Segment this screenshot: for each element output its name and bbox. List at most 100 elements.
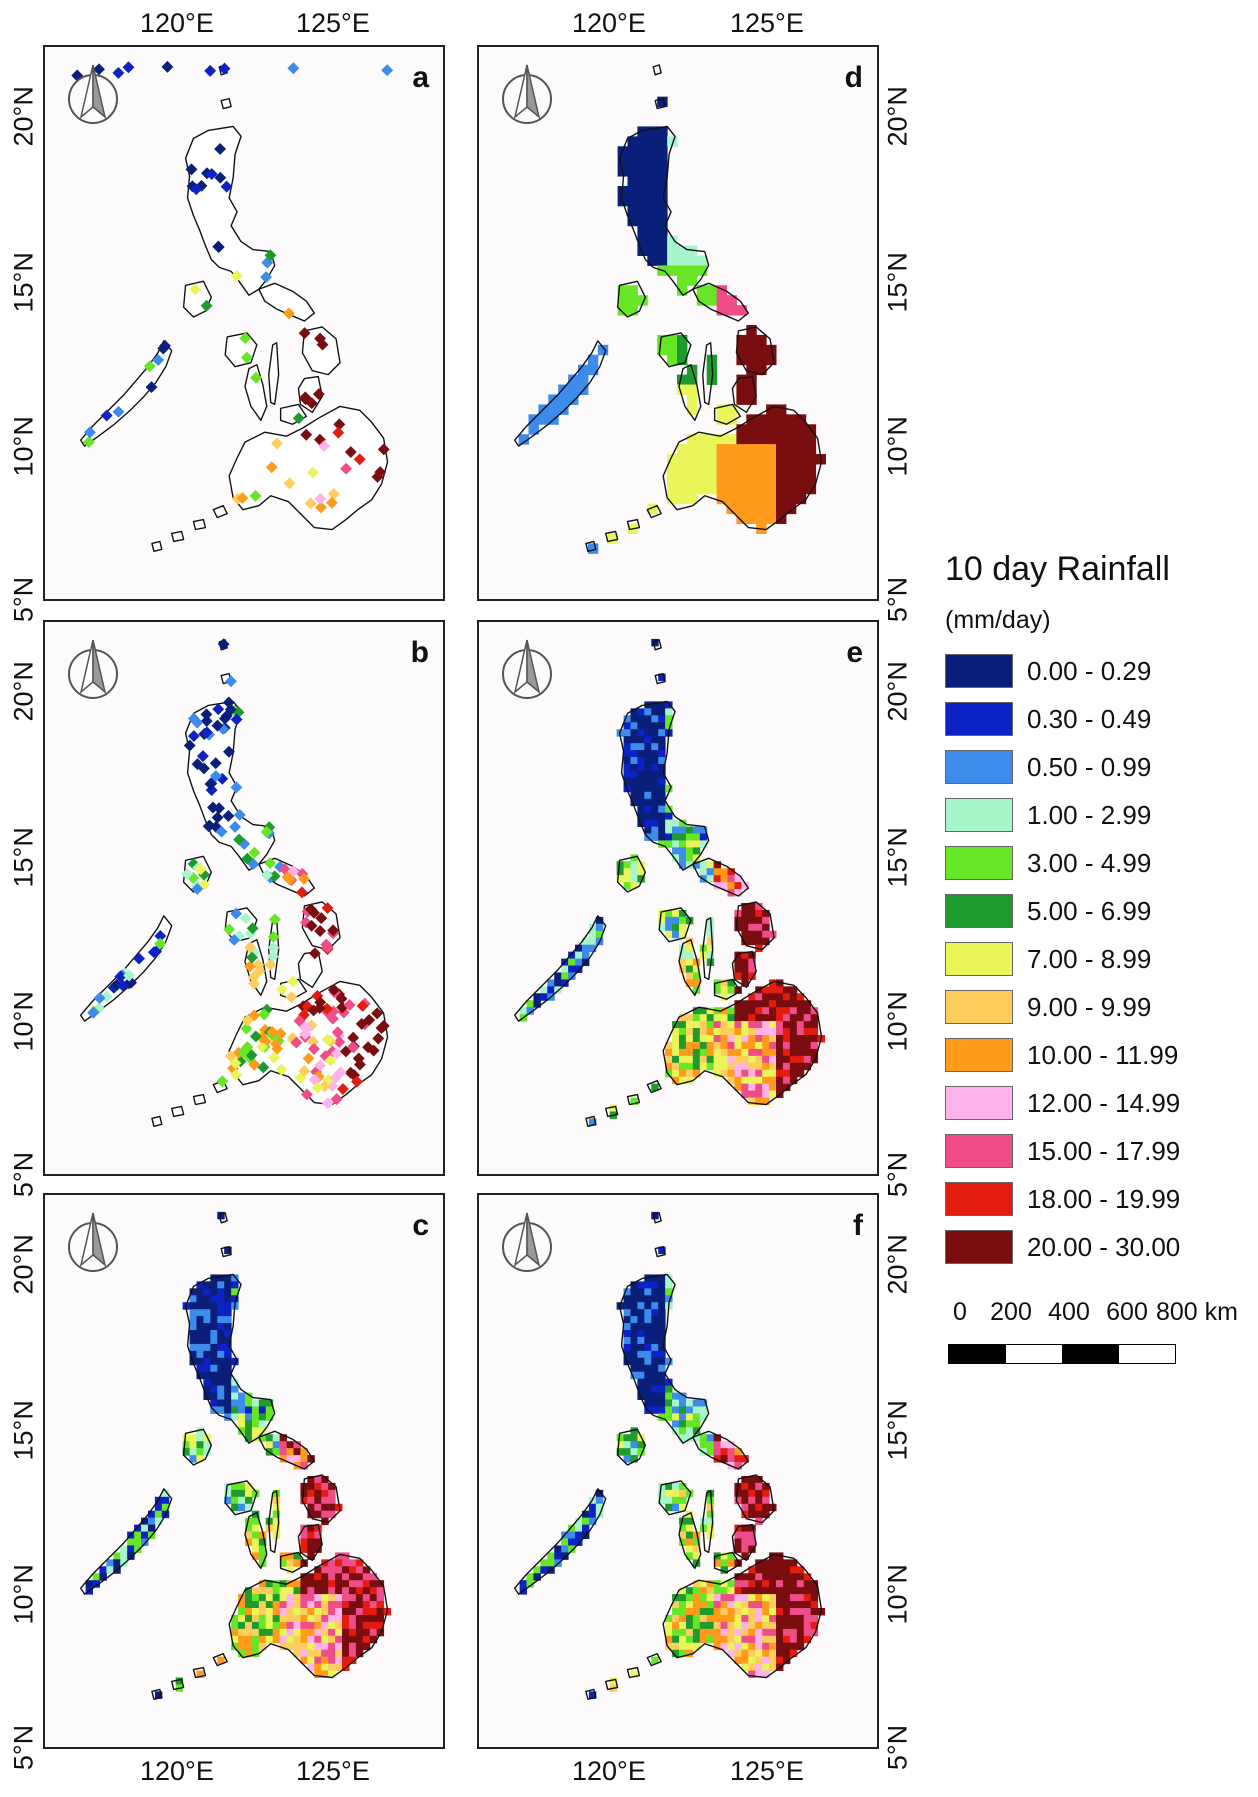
rain-cell [665, 784, 673, 793]
rain-cell [210, 1288, 218, 1296]
rain-cell [630, 1295, 638, 1303]
rain-cell [637, 1378, 645, 1387]
rain-cell [355, 1628, 364, 1637]
station-marker [302, 1052, 315, 1065]
rain-cell [293, 1594, 301, 1602]
rain-cell [727, 1628, 735, 1637]
rain-cell [672, 1628, 680, 1637]
rain-cell [782, 1048, 791, 1057]
rain-cell [314, 1475, 322, 1484]
rain-cell [300, 1545, 308, 1553]
rain-cell [258, 1545, 267, 1553]
rain-cell [734, 1000, 742, 1008]
rain-cell [706, 483, 718, 495]
rain-cell [741, 1489, 749, 1498]
rain-cell [651, 1295, 659, 1303]
rain-cell [196, 1323, 204, 1331]
rain-cell [196, 1316, 204, 1324]
rain-cell [279, 1614, 288, 1623]
rain-cell [300, 1635, 308, 1644]
rain-cell [734, 986, 742, 994]
rain-cell [748, 951, 756, 960]
rain-cell [776, 1076, 784, 1085]
rain-cell [699, 1406, 708, 1414]
island-outline [212, 504, 228, 519]
rain-cell [644, 729, 652, 737]
rain-cell [658, 840, 666, 848]
rain-cell [810, 1041, 819, 1050]
rain-cell [677, 493, 688, 505]
rain-cell [699, 1014, 708, 1022]
rain-cell [342, 1621, 350, 1630]
rain-cell [734, 958, 742, 967]
rain-cell [706, 285, 718, 296]
rain-cell [251, 1628, 260, 1637]
rain-cell [161, 1503, 170, 1512]
island-outline [678, 1512, 702, 1569]
rain-cell [685, 861, 694, 869]
rain-cell [803, 1028, 812, 1036]
island-outline [268, 342, 280, 406]
rain-cell [286, 1628, 294, 1637]
island-outline [228, 1553, 389, 1679]
rain-cell [699, 1048, 708, 1057]
rain-cell [672, 854, 680, 862]
rain-cell [706, 473, 718, 485]
rain-cell [755, 909, 763, 918]
rain-cell [726, 444, 737, 455]
rain-cell [803, 1594, 812, 1602]
rain-cell [251, 1614, 260, 1623]
island-outline [605, 530, 619, 543]
rain-cell [321, 1608, 329, 1616]
rain-cell [203, 1323, 211, 1331]
rain-cell [335, 1614, 343, 1623]
rain-cell [196, 1357, 204, 1366]
rain-cell [196, 1343, 204, 1352]
rain-cell [782, 1601, 791, 1609]
rain-cell [741, 916, 749, 925]
rain-cell [630, 1323, 638, 1331]
rain-cell [286, 1608, 294, 1616]
rain-cell [328, 1635, 336, 1644]
rain-cell [272, 1503, 281, 1512]
rain-cell [741, 1076, 749, 1085]
rain-cell [251, 1552, 260, 1560]
map-canvas [79, 1211, 392, 1701]
rain-cell [762, 1601, 770, 1609]
station-marker [264, 958, 277, 971]
lat-label-right: 20°N [882, 661, 913, 722]
rain-cell [189, 1295, 197, 1303]
rain-cell [685, 1601, 694, 1609]
rain-cell [762, 1055, 770, 1064]
rain-cell [328, 1628, 336, 1637]
rain-cell [637, 729, 645, 737]
station-marker [336, 1083, 349, 1096]
rain-cell [706, 1434, 715, 1442]
rain-cell [748, 902, 756, 911]
rain-cell [686, 463, 698, 475]
rain-cell [251, 1642, 260, 1651]
rain-cell [748, 965, 756, 973]
island-outline [171, 530, 185, 543]
island-outline [258, 1430, 315, 1470]
rain-cell [755, 923, 763, 932]
rain-cell [314, 1531, 322, 1540]
rain-cell [307, 1455, 315, 1463]
rain-cell [692, 1062, 701, 1071]
rain-cell [658, 1330, 666, 1338]
rain-cell [741, 1614, 749, 1623]
rain-cell [796, 1048, 805, 1057]
rain-cell [796, 1635, 805, 1644]
rain-cell [369, 1608, 378, 1616]
rain-cell [685, 1594, 694, 1602]
rain-cell [588, 1691, 597, 1699]
rain-cell [526, 1580, 534, 1588]
rain-cell [686, 384, 698, 395]
rain-cell [685, 916, 694, 925]
rain-cell [769, 1083, 777, 1092]
rain-cell [741, 1635, 749, 1644]
rain-cell [314, 1601, 322, 1609]
rain-cell [727, 1028, 735, 1036]
rain-cell [776, 1649, 784, 1658]
rain-cell [748, 1090, 756, 1099]
